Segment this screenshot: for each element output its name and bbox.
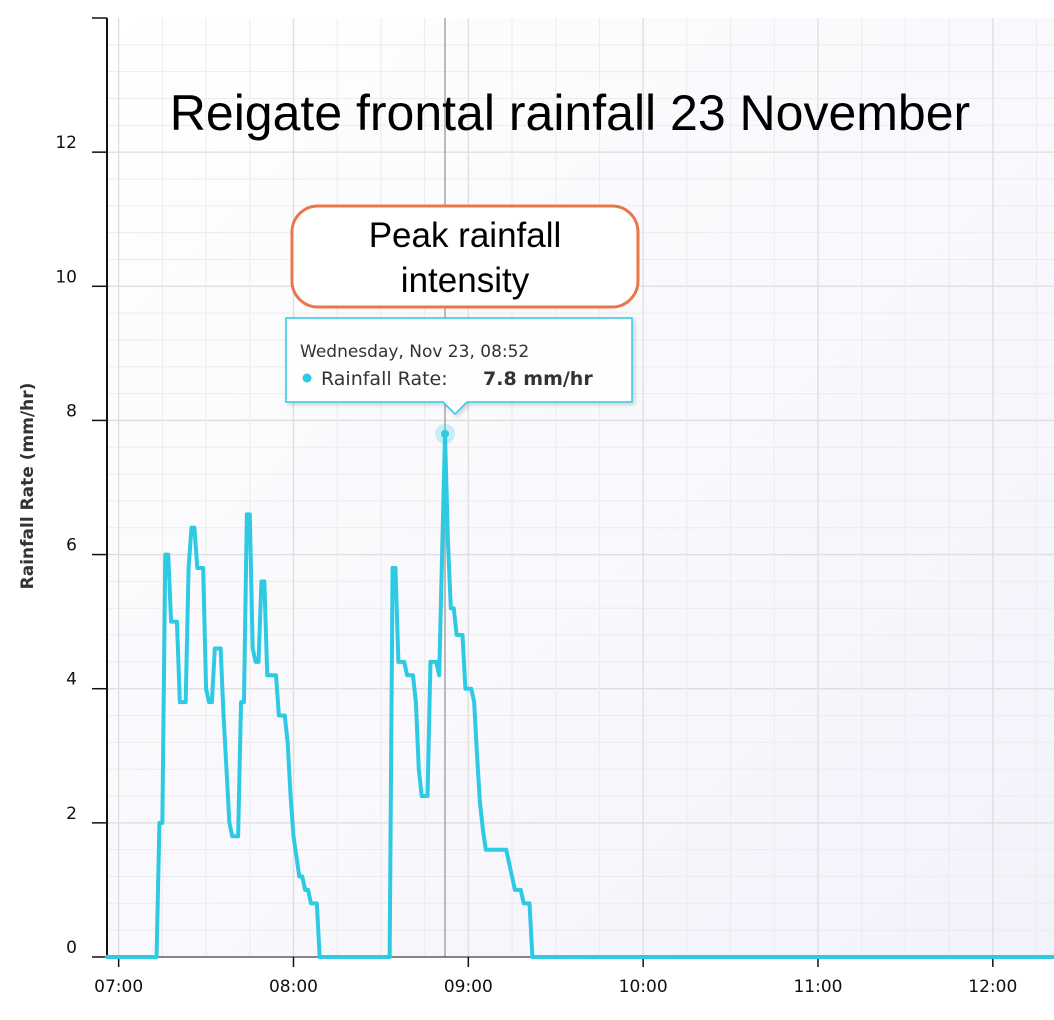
tooltip (285, 317, 633, 416)
y-axis: 0 2 4 6 8 10 12 (55, 17, 108, 958)
y-tick-label: 0 (66, 938, 77, 958)
x-tick-label: 10:00 (619, 977, 668, 997)
y-tick-label: 6 (66, 536, 77, 556)
y-tick-label: 8 (66, 401, 77, 421)
tooltip-box (285, 317, 633, 416)
peak-callout-line-2: intensity (401, 261, 530, 300)
peak-callout-line-1: Peak rainfall (369, 216, 562, 255)
chart-title: Reigate frontal rainfall 23 November (170, 85, 970, 141)
x-tick-label: 07:00 (94, 977, 143, 997)
x-axis: 07:00 08:00 09:00 10:00 11:00 12:00 (94, 956, 1054, 997)
tooltip-series-label: Rainfall Rate: (321, 368, 448, 390)
y-axis-title: Rainfall Rate (mm/hr) (18, 383, 38, 590)
tooltip-series-marker (302, 373, 312, 383)
x-tick-label: 11:00 (793, 977, 842, 997)
highlight-point[interactable] (441, 429, 450, 438)
tooltip-date: Wednesday, Nov 23, 08:52 (300, 342, 529, 362)
peak-callout: Peak rainfall intensity (290, 204, 640, 309)
x-tick-label: 09:00 (444, 977, 493, 997)
y-tick-label: 12 (55, 133, 77, 153)
peak-callout-box (290, 204, 640, 309)
tooltip-value: 7.8 mm/hr (483, 368, 593, 390)
rainfall-rate-series-line (105, 431, 1054, 959)
y-tick-label: 10 (55, 267, 77, 287)
x-tick-label: 08:00 (269, 977, 318, 997)
y-tick-label: 4 (66, 670, 77, 690)
y-tick-label: 2 (66, 804, 77, 824)
x-tick-label: 12:00 (968, 977, 1017, 997)
plot-background (107, 18, 1054, 957)
